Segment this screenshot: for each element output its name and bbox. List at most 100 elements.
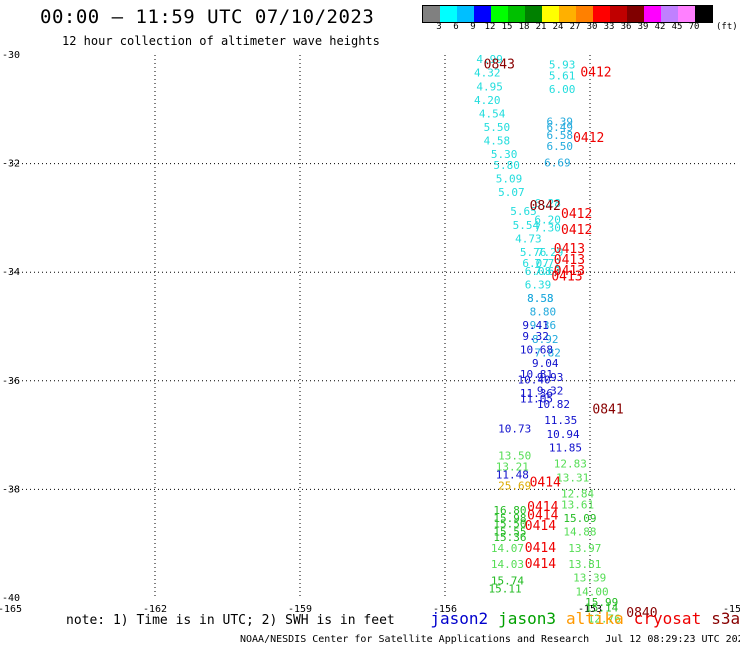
jason2-data-label: 9.41 [522,319,549,332]
color-scale-swatch [695,6,712,22]
color-scale-label: 30 [586,22,598,32]
color-scale-label: 24 [552,22,564,32]
jason2-data-label: 6.58 [547,129,574,142]
jason2-data-label: 15.11 [489,583,522,596]
points-layer: 4.994.324.954.204.545.504.585.305.805.09… [474,53,658,625]
cryosat-data-label: 0412 [561,223,592,238]
jason2-data-label: 6.28 [534,197,561,210]
jason3-data-label: 9.93 [537,371,564,384]
jason3-data-label: 5.54 [513,219,540,232]
jason2-data-label: 11.05 [520,393,553,406]
jason3-data-label: 14.88 [563,526,596,539]
chart-title: 00:00 – 11:59 UTC 07/10/2023 [40,6,375,28]
jason2-data-label: 6.50 [547,140,574,153]
satellite-legend: jason2 jason3 altika cryosat s3a [430,609,740,628]
jason2-data-label: 7.30 [534,221,561,234]
jason3-data-label: 9.32 [537,384,564,397]
y-tick-label: -34 [2,267,20,278]
jason3-data-label: 5.65 [510,205,537,218]
jason2-data-label: 16.80 [493,504,526,517]
altika-data-label: 25.69 [498,479,531,492]
jason2-data-label: 10.40 [518,374,551,387]
chart-subtitle: 12 hour collection of altimeter wave hei… [62,34,380,48]
jason2-data-label: 14.07 [491,542,524,555]
jason3-data-label: 13.61 [561,498,594,511]
color-scale-labels: 3 6 9 12 15 18 21 24 27 30 33 36 39 42 45 70 [422,22,740,34]
color-scale-label: 36 [620,22,632,32]
jason2-data-label: 5.93 [549,59,576,72]
jason3-data-label: 14.00 [576,585,609,598]
legend-altika: altika [565,609,624,628]
cryosat-data-label: 0414 [530,476,561,491]
jason3-data-label: 8.92 [532,333,559,346]
jason3-data-label: 4.99 [476,53,503,66]
x-tick-label: -162 [143,604,167,615]
legend: note: 1) Time is in UTC; 2) SWH is in fe… [66,609,740,631]
jason2-data-label: 14.03 [491,558,524,571]
color-scale-swatch [491,6,508,22]
jason3-data-label: 6.07 [522,257,549,270]
jason2-data-label: 11.36 [520,387,553,400]
y-tick-label: -32 [2,159,20,170]
cryosat-data-label: 0413 [554,253,585,268]
s3a-data-label: 0842 [530,199,561,214]
jason3-data-label: 10.82 [537,398,570,411]
jason3-data-label: 12.83 [554,458,587,471]
jason2-data-label: 13.50 [498,450,531,463]
jason3-data-label: 5.30 [491,148,517,161]
jason3-data-label: 15.99 [585,596,618,609]
note-text: note: 1) Time is in UTC; 2) SWH is in fe… [66,613,395,628]
jason3-data-label: 11.85 [549,441,582,454]
jason3-data-label: 6.08 [525,265,552,278]
jason2-data-label: 9.32 [522,330,549,343]
jason3-data-label: 8.58 [527,292,554,305]
cryosat-data-label: 0414 [525,519,556,534]
color-scale-swatch [593,6,610,22]
color-scale-unit: (ft) [716,22,738,32]
jason3-data-label: 4.58 [484,135,511,148]
jason3-data-label: 5.50 [484,121,511,134]
jason3-data-label: 8.80 [530,306,557,319]
jason3-data-label: 5.07 [498,186,524,199]
jason2-data-label: 7.72 [534,257,561,270]
color-scale-label: 3 [436,22,442,32]
color-scale-swatch [457,6,474,22]
jason3-data-label: 13.31 [556,471,589,484]
cryosat-data-label: 0413 [554,264,585,279]
jason2-data-label: 10.73 [498,422,531,435]
color-scale-label: 12 [484,22,496,32]
jason2-data-label: 5.61 [549,69,576,82]
jason3-data-label: 4.54 [479,107,506,120]
axis-layer: -165 -162 -159 -156 -153 -150 -30 -32 -34 -36 -38 -… [0,50,740,615]
color-scale-swatch [508,6,525,22]
jason3-data-label: 4.20 [474,94,501,107]
jason2-data-label: 6.20 [534,213,561,226]
credit-text: NOAA/NESDIS Center for Satellite Applica… [240,634,590,645]
jason3-data-label: 5.80 [493,159,520,172]
jason3-data-label: 9.04 [532,357,559,370]
footer-credit: NOAA/NESDIS Center for Satellite Applica… [240,634,740,645]
color-scale-swatch [525,6,542,22]
color-scale-swatch [678,6,695,22]
jason2-data-label: 6.00 [549,83,576,96]
jason2-data-label: 8.53 [527,292,554,305]
jason2-data-label: 7.29 [537,246,564,259]
color-scale-swatch [559,6,576,22]
color-scale-label: 15 [501,22,513,32]
y-tick-label: -40 [2,593,20,604]
jason3-data-label: 15.14 [585,602,618,615]
jason3-data-label: 5.09 [496,173,523,186]
cryosat-data-label: 0413 [551,269,582,284]
cryosat-data-label: 0413 [554,242,585,257]
jason3-data-label: 12.84 [561,488,594,501]
jason3-data-label: 7.82 [534,346,561,359]
legend-jason3: jason3 [498,609,556,628]
jason3-data-label: 15.09 [563,512,596,525]
color-scale-swatch [423,6,440,22]
jason3-data-label: 4.95 [476,80,503,93]
cryosat-data-label: 0414 [525,557,556,572]
jason3-data-label: 9.36 [530,319,557,332]
cryosat-data-label: 0414 [525,541,556,556]
jason2-data-label: 10.81 [520,368,553,381]
